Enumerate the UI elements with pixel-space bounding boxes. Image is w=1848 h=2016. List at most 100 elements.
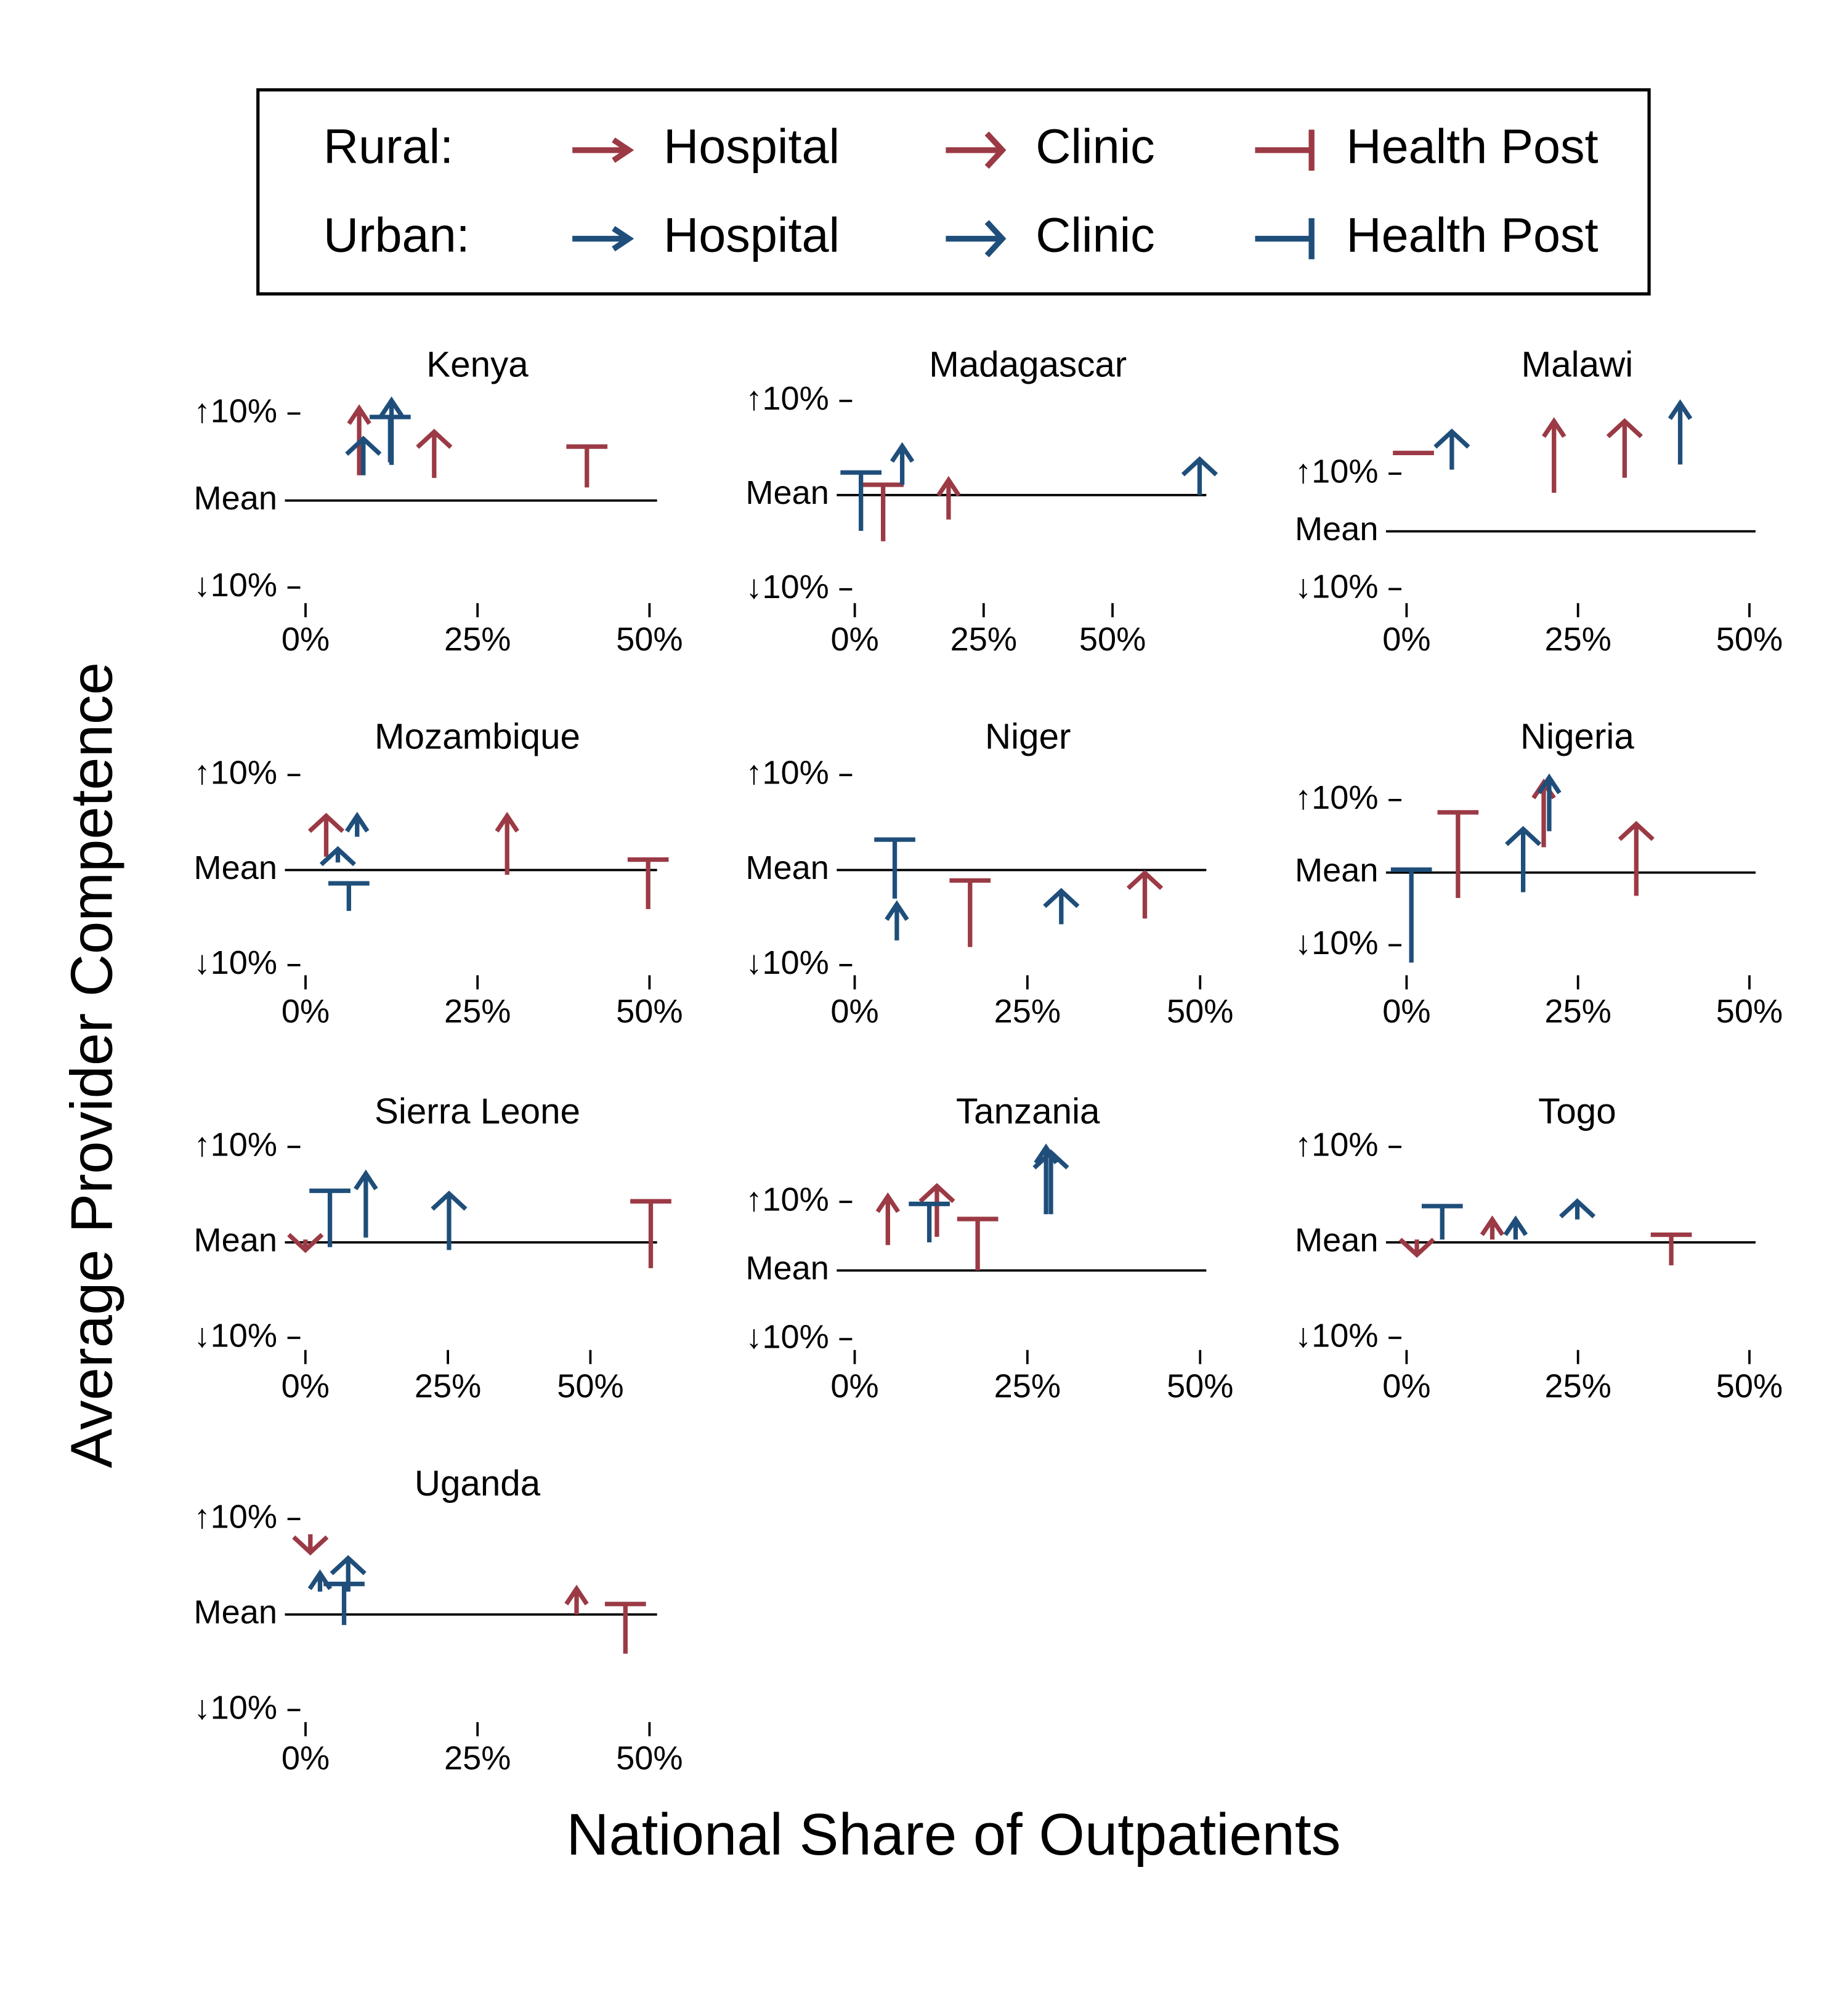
x-tick-label: 25%: [1544, 1368, 1611, 1405]
provider-glyph: [328, 881, 370, 911]
y-tick-label: ↓10%: [194, 1317, 277, 1354]
x-tick-label: 50%: [1167, 993, 1233, 1030]
x-tick-label: 50%: [557, 1368, 623, 1405]
provider-glyph: [630, 1199, 671, 1268]
legend-label: Hospital: [663, 207, 840, 262]
provider-glyph: [1433, 428, 1470, 470]
provider-glyph: [862, 482, 904, 541]
provider-glyph: [1505, 826, 1542, 893]
legend-label: Clinic: [1035, 119, 1155, 174]
x-tick-label: 25%: [415, 1368, 481, 1405]
panel-title: Madagascar: [929, 344, 1127, 384]
provider-glyph: [345, 435, 382, 476]
provider-glyph: [564, 1584, 589, 1615]
provider-glyph: [875, 1192, 901, 1245]
legend-glyph: [1255, 218, 1315, 259]
provider-glyph: [840, 470, 881, 531]
provider-glyph: [1542, 417, 1566, 493]
provider-glyph: [1650, 1232, 1692, 1266]
provider-glyph: [307, 812, 345, 857]
x-tick-label: 25%: [444, 993, 511, 1030]
x-tick-label: 0%: [282, 993, 330, 1030]
panel-title: Kenya: [426, 344, 529, 384]
panel-title: Togo: [1538, 1091, 1616, 1131]
y-tick-label: ↑10%: [1295, 453, 1378, 490]
y-tick-label: ↑10%: [194, 1126, 277, 1163]
provider-glyph: [1503, 1215, 1528, 1240]
x-tick-label: 25%: [994, 993, 1061, 1030]
legend-label: Health Post: [1346, 119, 1598, 174]
provider-glyph: [354, 1169, 378, 1238]
y-axis-label: Average Provider Competence: [59, 662, 125, 1468]
x-tick-label: 50%: [1716, 1368, 1783, 1405]
y-tick-label: Mean: [745, 1250, 829, 1287]
provider-glyph: [874, 837, 915, 899]
provider-glyph: [292, 1534, 329, 1556]
y-tick-label: Mean: [194, 1221, 277, 1258]
x-tick-label: 25%: [444, 1740, 511, 1777]
x-tick-label: 0%: [830, 1368, 878, 1405]
panel-title: Malawi: [1522, 344, 1634, 384]
y-tick-label: ↑10%: [1295, 779, 1378, 816]
provider-glyph: [495, 812, 519, 875]
provider-glyph: [1668, 399, 1693, 465]
legend-glyph: [572, 225, 634, 252]
x-axis-label: National Share of Outpatients: [566, 1802, 1340, 1868]
provider-glyph: [604, 1601, 646, 1654]
provider-glyph: [1398, 1237, 1435, 1258]
provider-glyph: [936, 476, 961, 520]
x-tick-label: 0%: [830, 993, 878, 1030]
x-tick-label: 50%: [1079, 621, 1146, 658]
x-tick-label: 0%: [282, 621, 330, 658]
x-tick-label: 25%: [1544, 621, 1611, 658]
y-tick-label: Mean: [1295, 852, 1378, 889]
panel-title: Sierra Leone: [375, 1091, 580, 1131]
provider-glyph: [323, 1581, 365, 1625]
panel-title: Mozambique: [375, 716, 580, 756]
legend-label: Clinic: [1035, 207, 1155, 262]
y-tick-label: ↓10%: [745, 569, 829, 605]
legend-label: Hospital: [663, 119, 840, 174]
y-tick-label: ↑10%: [745, 1181, 829, 1218]
y-tick-label: Mean: [745, 474, 829, 511]
x-tick-label: 50%: [616, 621, 683, 658]
y-tick-label: ↑10%: [194, 393, 277, 430]
y-tick-label: Mean: [745, 849, 829, 886]
provider-glyph: [1559, 1198, 1596, 1220]
provider-glyph: [949, 878, 991, 947]
y-tick-label: ↓10%: [1295, 1317, 1378, 1354]
provider-glyph: [416, 429, 453, 478]
provider-glyph: [431, 1190, 468, 1250]
provider-glyph: [1437, 810, 1479, 898]
y-tick-label: ↓10%: [1295, 925, 1378, 961]
x-tick-label: 0%: [1382, 993, 1430, 1030]
panel-title: Uganda: [415, 1463, 541, 1504]
legend-glyph: [1255, 129, 1315, 171]
provider-glyph: [957, 1216, 999, 1271]
provider-glyph: [885, 900, 909, 941]
legend-box: [256, 88, 1651, 296]
provider-glyph: [627, 857, 669, 909]
provider-glyph: [566, 444, 608, 488]
x-tick-label: 25%: [444, 621, 511, 658]
y-tick-label: ↓10%: [1295, 569, 1378, 605]
provider-glyph: [890, 442, 915, 485]
x-tick-label: 50%: [616, 1740, 683, 1777]
panel-title: Tanzania: [956, 1091, 1100, 1131]
x-tick-label: 25%: [950, 621, 1017, 658]
legend-glyph: [946, 220, 1007, 257]
panel-title: Niger: [985, 716, 1071, 756]
provider-glyph: [1618, 820, 1655, 896]
x-tick-label: 0%: [282, 1740, 330, 1777]
x-tick-label: 50%: [1716, 993, 1783, 1030]
legend-group-label: Rural:: [323, 119, 453, 174]
provider-glyph: [918, 1183, 955, 1237]
provider-glyph: [1606, 418, 1643, 478]
provider-glyph: [909, 1201, 950, 1242]
provider-glyph: [370, 415, 411, 463]
y-tick-label: ↑10%: [1295, 1126, 1378, 1163]
provider-glyph: [1537, 773, 1562, 832]
y-tick-label: ↑10%: [194, 1498, 277, 1535]
x-tick-label: 50%: [616, 993, 683, 1030]
